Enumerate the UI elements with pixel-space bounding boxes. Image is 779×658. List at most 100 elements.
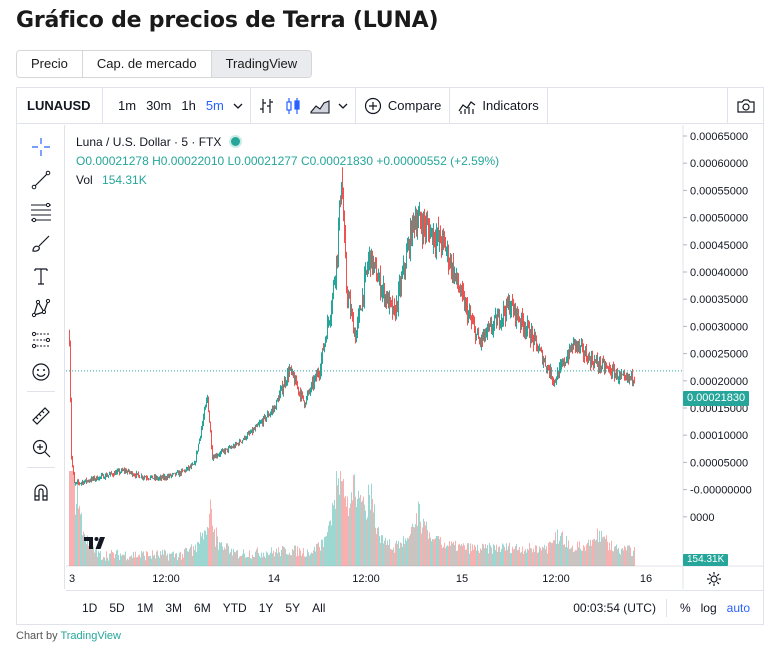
volume-bar xyxy=(530,548,531,566)
symbol-search[interactable]: LUNAUSD xyxy=(17,87,103,124)
emoji-icon[interactable] xyxy=(29,360,53,384)
volume-bar xyxy=(338,478,339,566)
tradingview-logo-icon[interactable] xyxy=(84,535,106,551)
tab-tradingview[interactable]: TradingView xyxy=(211,51,312,77)
volume-bar xyxy=(196,552,197,566)
volume-bar xyxy=(481,549,482,566)
interval-5m[interactable]: 5m xyxy=(205,97,224,113)
range-1m[interactable]: 1M xyxy=(136,600,154,615)
volume-bar xyxy=(230,552,231,566)
price-chart[interactable]: 0.00065000 0.00060000 0.00055000 0.00050000… xyxy=(66,125,763,589)
volume-bar xyxy=(618,547,619,566)
volume-bar xyxy=(225,549,226,566)
legend-low: 0.00021277 xyxy=(234,154,298,168)
volume-bar xyxy=(204,530,205,566)
volume-bar xyxy=(104,557,105,566)
percent-scale-toggle[interactable]: % xyxy=(679,601,691,615)
fib-retracement-icon[interactable] xyxy=(29,200,53,224)
volume-bar xyxy=(118,555,119,566)
range-1y[interactable]: 1Y xyxy=(258,600,274,615)
range-5d[interactable]: 5D xyxy=(109,600,125,615)
volume-bar xyxy=(629,545,630,566)
volume-bar xyxy=(178,557,179,566)
price-tick-label: 0.00030000 xyxy=(690,321,748,333)
volume-bar xyxy=(546,546,547,566)
volume-bar xyxy=(564,544,565,566)
volume-bar xyxy=(585,550,586,566)
volume-bar xyxy=(308,552,309,566)
volume-bar xyxy=(95,549,96,566)
interval-1m[interactable]: 1m xyxy=(118,97,137,113)
volume-bar xyxy=(473,549,474,566)
range-ytd[interactable]: YTD xyxy=(222,600,247,615)
crosshair-icon[interactable] xyxy=(29,135,53,159)
volume-bar xyxy=(276,548,277,566)
auto-scale-toggle[interactable]: auto xyxy=(726,601,750,615)
volume-bar xyxy=(423,518,424,566)
volume-bar xyxy=(356,506,357,566)
volume-bar xyxy=(354,474,355,566)
volume-bar xyxy=(582,550,583,566)
volume-bar xyxy=(81,512,82,566)
volume-bar xyxy=(603,536,604,566)
time-tick-label: 16 xyxy=(640,573,652,585)
volume-bar xyxy=(141,551,142,566)
volume-bar xyxy=(485,544,486,566)
interval-1h[interactable]: 1h xyxy=(181,97,196,113)
interval-dropdown-chevron-down-icon[interactable] xyxy=(229,88,247,124)
volume-bar xyxy=(170,553,171,566)
volume-bar xyxy=(387,540,388,566)
volume-bar xyxy=(132,557,133,566)
ruler-icon[interactable] xyxy=(29,404,53,428)
volume-bar xyxy=(187,551,188,566)
volume-bar xyxy=(345,495,346,566)
indicators-button[interactable]: Indicators xyxy=(453,88,543,124)
text-icon[interactable] xyxy=(29,264,53,288)
tools-divider xyxy=(27,391,55,392)
chart-style-chevron-down-icon[interactable] xyxy=(334,88,352,124)
area-chart-style-icon[interactable] xyxy=(306,88,334,124)
volume-bar xyxy=(453,542,454,566)
volume-bar xyxy=(602,537,603,566)
chart-pane[interactable]: 0.00065000 0.00060000 0.00055000 0.00050000… xyxy=(66,125,763,589)
volume-bar xyxy=(488,553,489,566)
volume-bar xyxy=(201,536,202,566)
range-all[interactable]: All xyxy=(312,600,326,615)
log-scale-toggle[interactable]: log xyxy=(700,601,717,615)
volume-bar xyxy=(216,527,217,566)
compare-button[interactable]: Compare xyxy=(359,88,446,124)
volume-bar xyxy=(595,540,596,566)
credit-tradingview-link[interactable]: TradingView xyxy=(60,630,121,642)
trend-line-icon[interactable] xyxy=(29,168,53,192)
magnet-icon[interactable] xyxy=(29,480,53,504)
volume-bar xyxy=(383,543,384,566)
volume-bar xyxy=(450,545,451,566)
brush-icon[interactable] xyxy=(29,232,53,256)
range-3m[interactable]: 3M xyxy=(165,600,183,615)
volume-bar xyxy=(332,503,333,566)
volume-bar xyxy=(309,555,310,566)
volume-bar xyxy=(558,543,559,566)
volume-bar xyxy=(559,540,560,566)
volume-bar xyxy=(127,558,128,566)
volume-bar xyxy=(491,547,492,566)
range-1d[interactable]: 1D xyxy=(82,600,98,615)
pattern-icon[interactable] xyxy=(29,296,53,320)
range-5y[interactable]: 5Y xyxy=(285,600,301,615)
interval-30m[interactable]: 30m xyxy=(146,97,172,113)
volume-bar xyxy=(138,555,139,566)
volume-bar xyxy=(113,552,114,566)
range-6m[interactable]: 6M xyxy=(194,600,211,615)
snapshot-camera-icon[interactable] xyxy=(727,88,763,124)
volume-bar xyxy=(107,557,108,566)
tab-precio[interactable]: Precio xyxy=(17,51,83,77)
time-axis-settings-gear-icon[interactable] xyxy=(706,571,722,587)
volume-bar xyxy=(606,535,607,566)
tab-market-cap[interactable]: Cap. de mercado xyxy=(82,51,212,77)
candles-chart-style-icon[interactable] xyxy=(280,88,306,124)
utc-clock[interactable]: 00:03:54 (UTC) xyxy=(573,599,667,617)
volume-bar xyxy=(633,550,634,566)
zoom-in-icon[interactable] xyxy=(29,436,53,460)
bar-chart-style-icon[interactable] xyxy=(254,88,280,124)
prediction-measure-icon[interactable] xyxy=(29,328,53,352)
